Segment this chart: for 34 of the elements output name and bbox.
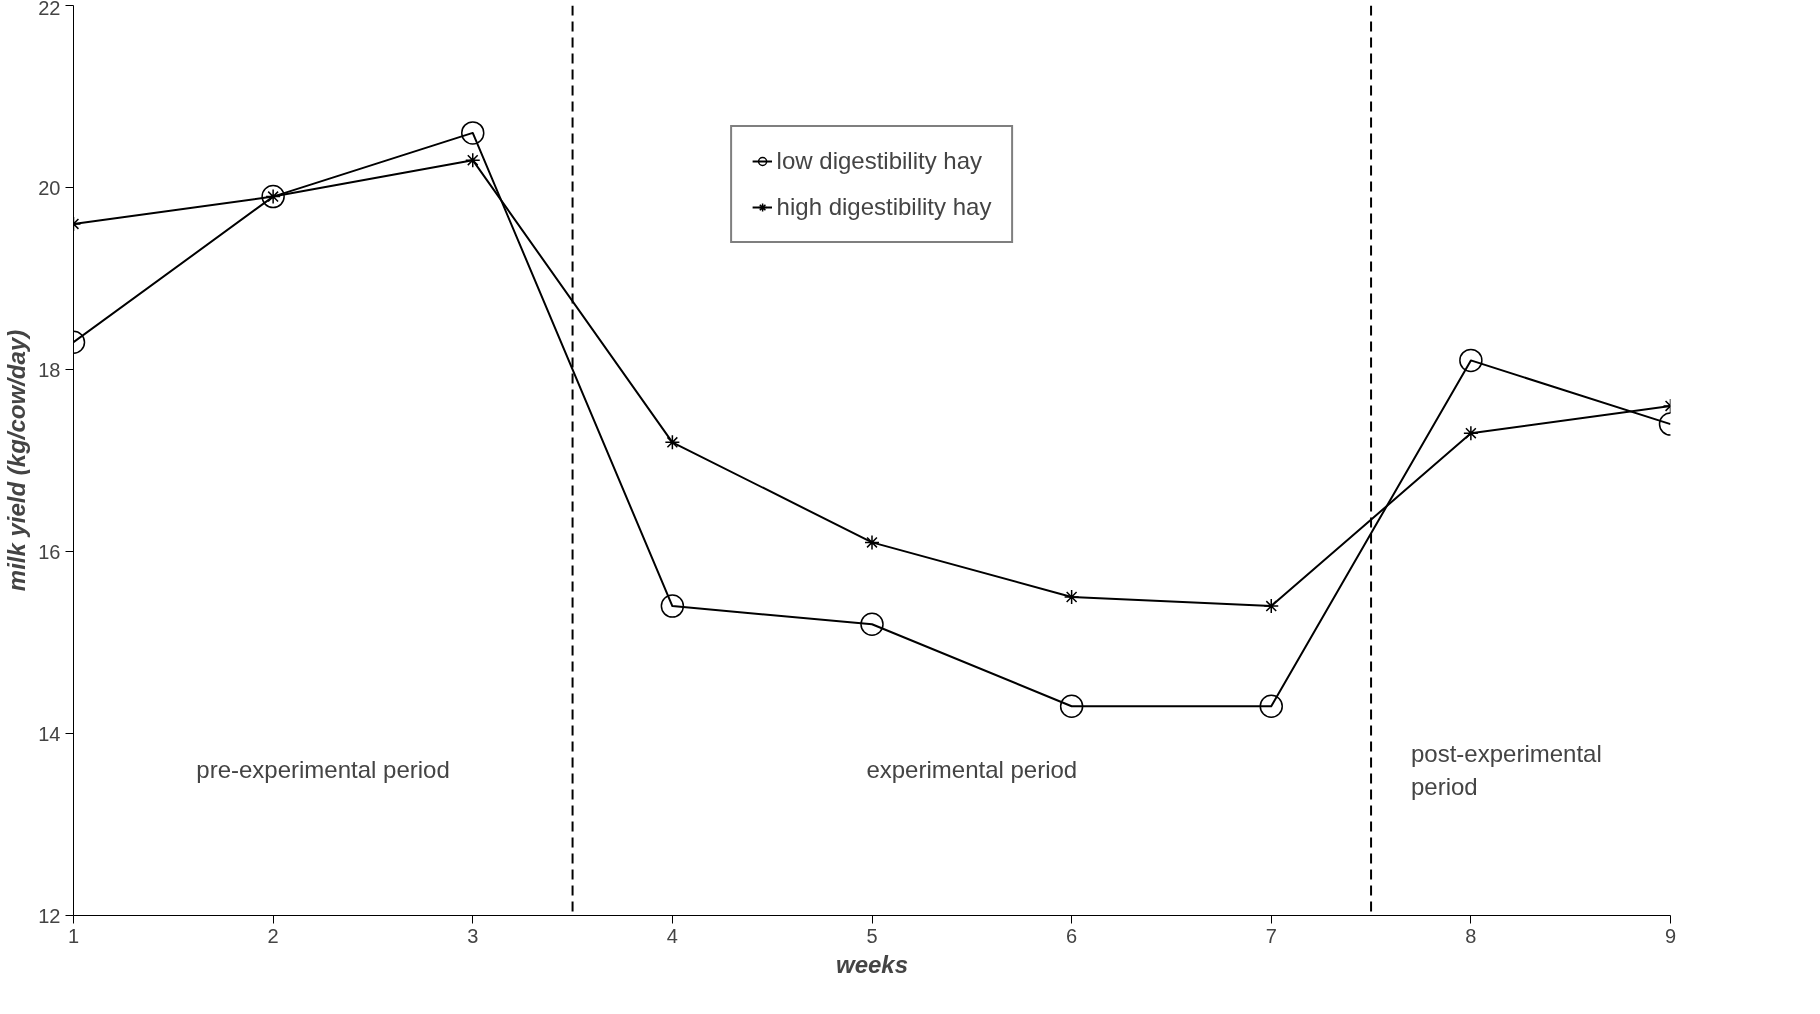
x-tick-label: 3 — [467, 924, 479, 947]
y-tick-label: 14 — [38, 722, 61, 745]
x-tick-label: 5 — [866, 924, 878, 947]
x-tick-label: 4 — [666, 924, 678, 947]
point — [1063, 589, 1080, 605]
y-axis-title: milk yield (kg/cow/day) — [3, 329, 31, 592]
x-tick-label: 9 — [1664, 924, 1677, 947]
y-tick-label: 18 — [38, 358, 61, 381]
point — [660, 594, 685, 618]
point — [1263, 598, 1279, 614]
y-tick-label: 16 — [38, 540, 61, 563]
point — [1259, 694, 1283, 718]
point — [864, 534, 880, 551]
point — [860, 612, 884, 637]
x-axis-title: weeks — [835, 950, 909, 978]
x-tick-label: 1 — [67, 924, 80, 947]
y-tick-label: 20 — [38, 176, 61, 199]
annotation: post-experimental period — [1410, 740, 1602, 800]
legend-label: low digestibility hay — [776, 147, 983, 175]
y-tick-label: 22 — [38, 0, 61, 19]
point — [1059, 694, 1084, 718]
point — [1459, 348, 1483, 373]
x-tick-label: 8 — [1465, 924, 1477, 947]
y-tick-label: 12 — [38, 904, 61, 927]
point — [1463, 425, 1479, 441]
x-tick-label: 2 — [267, 924, 279, 947]
point — [664, 434, 681, 451]
point — [461, 121, 485, 145]
annotation: experimental period — [866, 756, 1078, 784]
point — [465, 152, 481, 168]
x-tick-label: 6 — [1066, 924, 1078, 947]
annotation: pre-experimental period — [196, 756, 450, 784]
x-tick-label: 7 — [1265, 924, 1277, 947]
legend-label: high digestibility hay — [776, 193, 992, 221]
